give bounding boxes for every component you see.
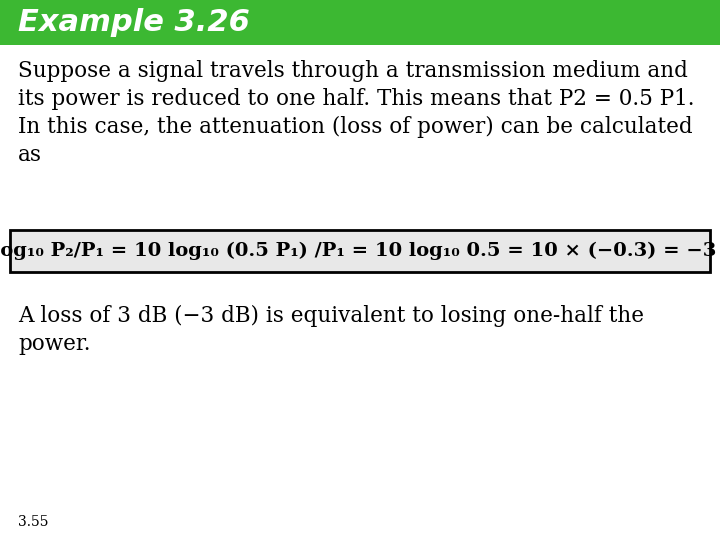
Text: Suppose a signal travels through a transmission medium and: Suppose a signal travels through a trans… [18,60,688,82]
Text: 3.55: 3.55 [18,515,48,529]
Bar [0,0,720,45]
Text: A loss of 3 dB (−3 dB) is equivalent to losing one-half the: A loss of 3 dB (−3 dB) is equivalent to … [18,305,644,327]
Text: as: as [18,144,42,166]
FancyBboxPatch shape [10,230,710,272]
Text: Example 3.26: Example 3.26 [18,8,250,37]
Text: 10 log₁₀ P₂/P₁ = 10 log₁₀ (0.5 P₁) /P₁ = 10 log₁₀ 0.5 = 10 × (−0.3) = −3 dB.: 10 log₁₀ P₂/P₁ = 10 log₁₀ (0.5 P₁) /P₁ =… [0,242,720,260]
Text: power.: power. [18,333,91,355]
Text: its power is reduced to one half. This means that P2 = 0.5 P1.: its power is reduced to one half. This m… [18,88,695,110]
Text: In this case, the attenuation (loss of power) can be calculated: In this case, the attenuation (loss of p… [18,116,693,138]
